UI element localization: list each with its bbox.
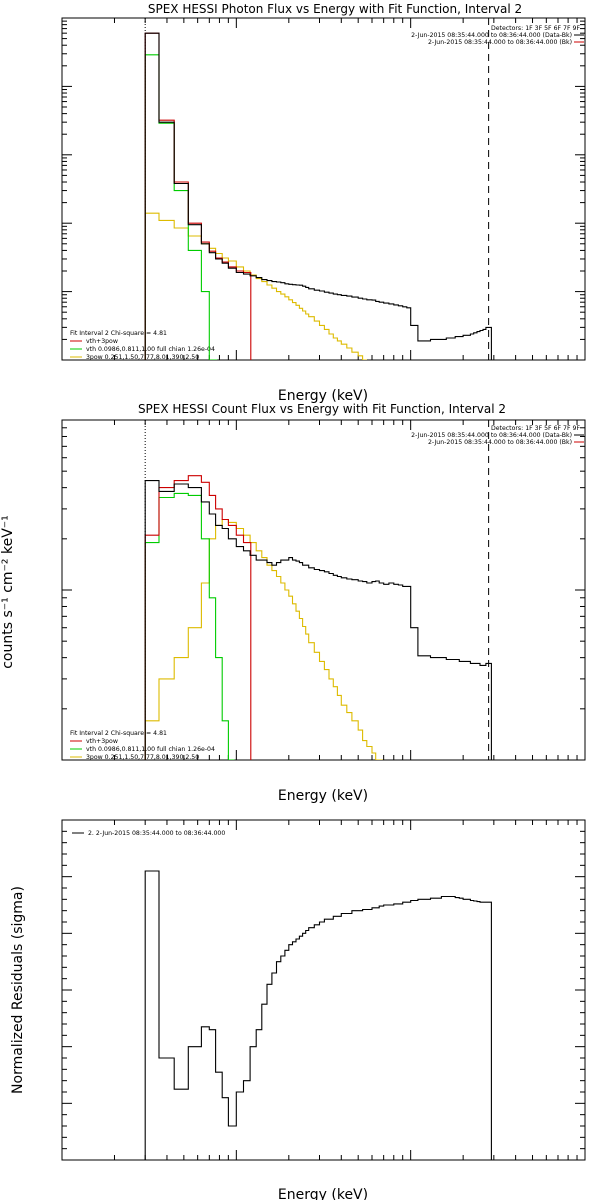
detectors-text: Detectors: 1F 3F 5F 6F 7F 9F <box>491 25 580 32</box>
panel-3-x-label: Energy (keV) <box>278 1187 368 1200</box>
series-line-2 <box>144 54 218 360</box>
panel-2-title: SPEX HESSI Count Flux vs Energy with Fit… <box>138 402 506 416</box>
series-line-0 <box>144 870 492 1160</box>
panel-3-legend: 2. 2-Jun-2015 08:35:44.000 to 08:36:44.0… <box>72 830 225 837</box>
series-line-0 <box>144 480 492 760</box>
panel-1-legend: Fit Interval 2 Chi-square = 4.81 vth+3po… <box>70 330 215 361</box>
data-bk-text: 2-Jun-2015 08:35:44.000 to 08:36:44.000 … <box>411 32 572 39</box>
panel-2-legend: Fit Interval 2 Chi-square = 4.81 vth+3po… <box>70 730 215 761</box>
detectors-text: Detectors: 1F 3F 5F 6F 7F 9F <box>491 425 580 432</box>
series-line-3 <box>144 212 367 360</box>
plot-frame <box>61 419 586 761</box>
series-line-3 <box>144 518 383 760</box>
panel-3-y-label: Normalized Residuals (sigma) <box>10 886 26 1094</box>
legend-label-vth: vth 0.0986,0.811,1.00 full chian 1.26e-0… <box>86 346 215 353</box>
bk-text: 2-Jun-2015 08:35:44.000 to 08:36:44.000 … <box>428 39 572 46</box>
panel-2-y-label: counts s⁻¹ cm⁻² keV⁻¹ <box>0 515 16 669</box>
panel-count-flux: SPEX HESSI Count Flux vs Energy with Fit… <box>0 402 586 804</box>
legend-header: Fit Interval 2 Chi-square = 4.81 <box>70 730 167 737</box>
legend-label-total: vth+3pow <box>86 338 118 345</box>
series-line-0 <box>144 32 492 360</box>
bk-text: 2-Jun-2015 08:35:44.000 to 08:36:44.000 … <box>428 439 572 446</box>
legend-label-total: vth+3pow <box>86 738 118 745</box>
panel-2-top-right-text: Detectors: 1F 3F 5F 6F 7F 9F 2-Jun-2015 … <box>411 425 584 446</box>
panel-1-top-right-text: Detectors: 1F 3F 5F 6F 7F 9F 2-Jun-2015 … <box>411 25 584 46</box>
legend-label-vth: vth 0.0986,0.811,1.00 full chian 1.26e-0… <box>86 746 215 753</box>
plot-frame <box>61 819 586 1161</box>
series-line-1 <box>144 32 252 360</box>
panel-1-x-label: Energy (keV) <box>278 388 368 404</box>
panel-2-x-label: Energy (keV) <box>278 788 368 804</box>
series-line-1 <box>144 475 252 760</box>
legend-label-residual: 2. 2-Jun-2015 08:35:44.000 to 08:36:44.0… <box>88 830 225 837</box>
legend-header: Fit Interval 2 Chi-square = 4.81 <box>70 330 167 337</box>
panel-photon-flux: SPEX HESSI Photon Flux vs Energy with Fi… <box>61 2 586 404</box>
data-bk-text: 2-Jun-2015 08:35:44.000 to 08:36:44.000 … <box>411 432 572 439</box>
legend-label-3pow: 3pow 0.251,1.50,7.77,8.01,390,2.50 <box>86 754 199 761</box>
plot-frame <box>61 17 586 361</box>
panel-residuals: Energy (keV) Normalized Residuals (sigma… <box>10 819 586 1200</box>
legend-label-3pow: 3pow 0.251,1.50,7.77,8.01,390,2.50 <box>86 354 199 361</box>
panel-1-title: SPEX HESSI Photon Flux vs Energy with Fi… <box>148 2 522 16</box>
